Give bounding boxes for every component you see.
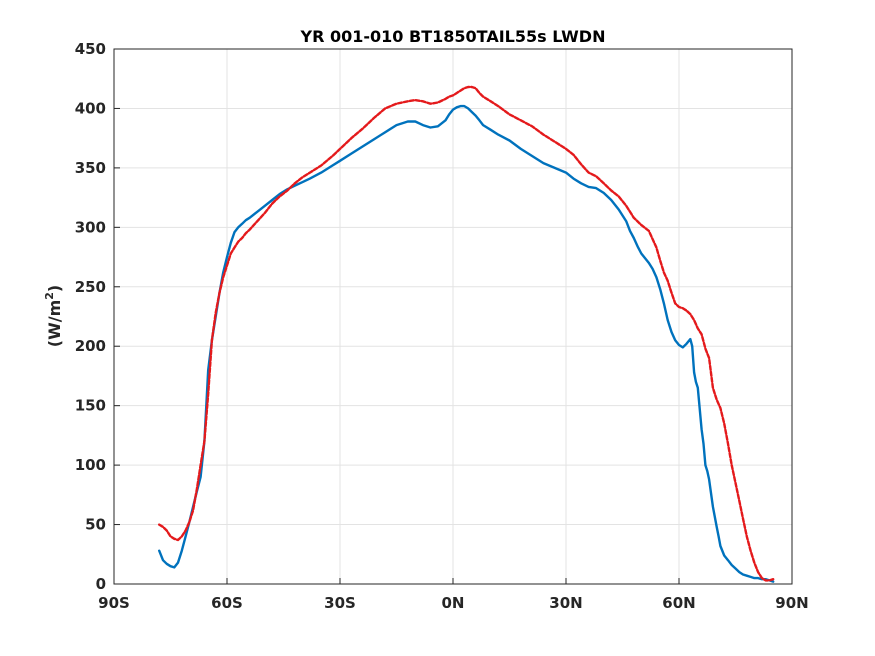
y-tick-label: 300 xyxy=(75,218,106,236)
y-tick-label: 150 xyxy=(75,397,106,415)
y-axis: 0 50 100 150 200 250 300 350 400 450 xyxy=(75,40,120,593)
y-tick-label: 100 xyxy=(75,456,106,474)
y-axis-label-close: ) xyxy=(45,285,64,292)
x-tick-label: 90N xyxy=(775,594,808,612)
y-tick-label: 200 xyxy=(75,337,106,355)
y-tick-label: 0 xyxy=(96,575,106,593)
x-tick-label: 30N xyxy=(549,594,582,612)
y-tick-label: 350 xyxy=(75,159,106,177)
y-axis-label-main: (W/m xyxy=(45,300,64,347)
x-axis: 90S 60S 30S 0N 30N 60N 90N xyxy=(98,578,809,612)
series-layer xyxy=(157,85,775,583)
y-axis-label-superscript: 2 xyxy=(43,292,56,300)
x-tick-label: 90S xyxy=(98,594,130,612)
y-tick-label: 250 xyxy=(75,278,106,296)
x-tick-label: 60N xyxy=(662,594,695,612)
y-tick-label: 50 xyxy=(85,516,106,534)
y-tick-label: 400 xyxy=(75,99,106,117)
y-tick-label: 450 xyxy=(75,40,106,58)
x-tick-label: 60S xyxy=(211,594,243,612)
chart-title: YR 001-010 BT1850TAIL55s LWDN xyxy=(300,27,606,46)
y-axis-label: (W/m2) xyxy=(43,285,64,347)
series-line-blue xyxy=(157,104,775,583)
x-tick-label: 30S xyxy=(324,594,356,612)
x-tick-label: 0N xyxy=(442,594,465,612)
series-line-red-dashed xyxy=(157,85,775,582)
